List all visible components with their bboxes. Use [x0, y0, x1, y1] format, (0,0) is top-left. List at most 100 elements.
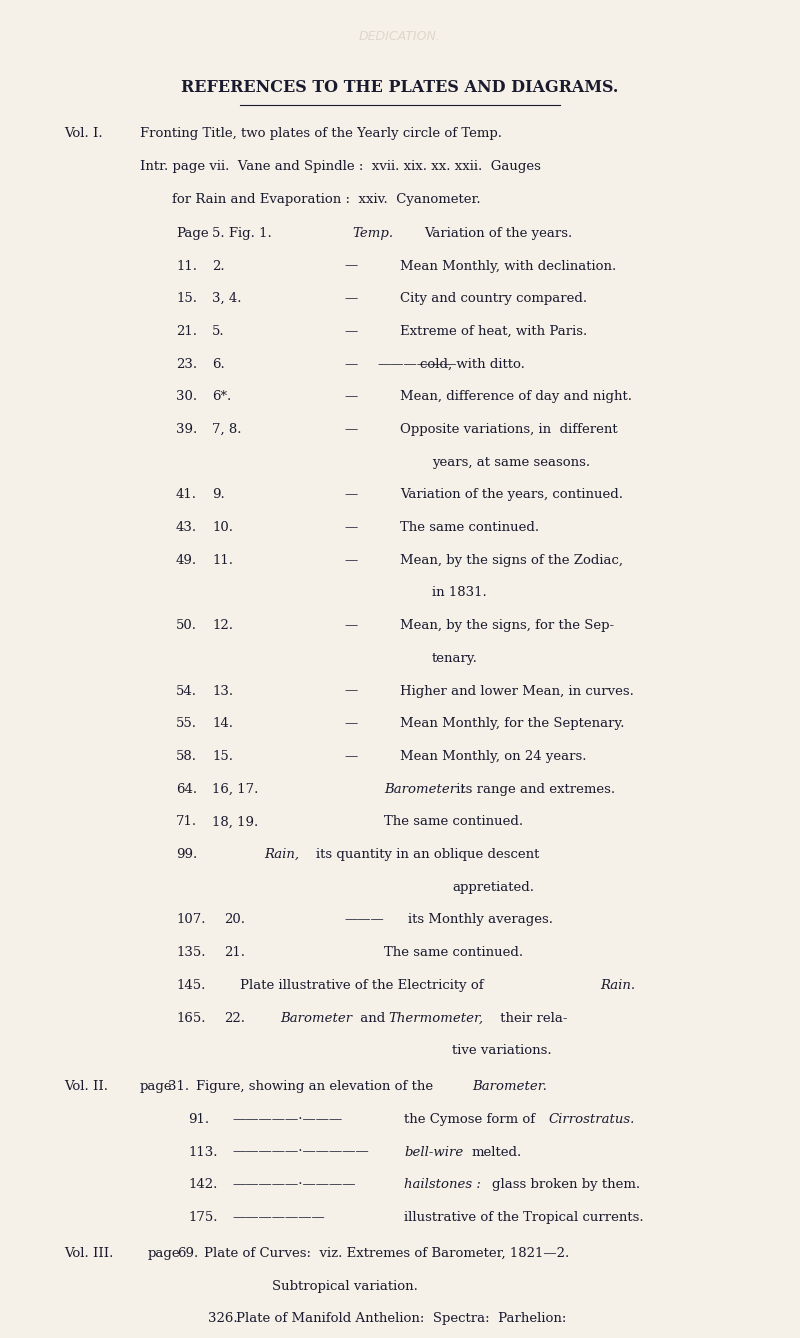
Text: 15.: 15.: [212, 751, 233, 763]
Text: Plate of Manifold Anthelion:  Spectra:  Parhelion:: Plate of Manifold Anthelion: Spectra: Pa…: [236, 1313, 566, 1326]
Text: The same continued.: The same continued.: [400, 520, 539, 534]
Text: cold, with ditto.: cold, with ditto.: [420, 357, 525, 371]
Text: their rela-: their rela-: [496, 1012, 567, 1025]
Text: 22.: 22.: [224, 1012, 245, 1025]
Text: 2.: 2.: [212, 260, 225, 273]
Text: 71.: 71.: [176, 815, 197, 828]
Text: 49.: 49.: [176, 554, 197, 567]
Text: 107.: 107.: [176, 914, 206, 926]
Text: glass broken by them.: glass broken by them.: [492, 1179, 640, 1191]
Text: 31.: 31.: [168, 1080, 189, 1093]
Text: DEDICATION.: DEDICATION.: [359, 31, 441, 43]
Text: 12.: 12.: [212, 619, 233, 632]
Text: Mean, by the signs, for the Sep-: Mean, by the signs, for the Sep-: [400, 619, 614, 632]
Text: —————·————: —————·————: [232, 1179, 355, 1191]
Text: Barometer :: Barometer :: [384, 783, 465, 796]
Text: its Monthly averages.: its Monthly averages.: [408, 914, 553, 926]
Text: bell-wire: bell-wire: [404, 1145, 463, 1159]
Text: 5.: 5.: [212, 325, 225, 339]
Text: Barometer: Barometer: [280, 1012, 352, 1025]
Text: Mean Monthly, with declination.: Mean Monthly, with declination.: [400, 260, 616, 273]
Text: 20.: 20.: [224, 914, 245, 926]
Text: ——————: ——————: [378, 357, 457, 371]
Text: City and country compared.: City and country compared.: [400, 292, 587, 305]
Text: Plate illustrative of the Electricity of: Plate illustrative of the Electricity of: [240, 979, 488, 991]
Text: 175.: 175.: [188, 1211, 218, 1224]
Text: —: —: [344, 619, 358, 632]
Text: 135.: 135.: [176, 946, 206, 959]
Text: 54.: 54.: [176, 685, 197, 697]
Text: 69.: 69.: [178, 1247, 199, 1260]
Text: —: —: [344, 325, 358, 339]
Text: ———: ———: [344, 914, 384, 926]
Text: Extreme of heat, with Paris.: Extreme of heat, with Paris.: [400, 325, 587, 339]
Text: 64.: 64.: [176, 783, 197, 796]
Text: 10.: 10.: [212, 520, 233, 534]
Text: Opposite variations, in  different: Opposite variations, in different: [400, 423, 618, 436]
Text: 30.: 30.: [176, 391, 197, 403]
Text: —————·—————: —————·—————: [232, 1145, 369, 1159]
Text: 21.: 21.: [176, 325, 197, 339]
Text: 9.: 9.: [212, 488, 225, 502]
Text: 165.: 165.: [176, 1012, 206, 1025]
Text: for Rain and Evaporation :  xxiv.  Cyanometer.: for Rain and Evaporation : xxiv. Cyanome…: [172, 193, 481, 206]
Text: Variation of the years, continued.: Variation of the years, continued.: [400, 488, 623, 502]
Text: The same continued.: The same continued.: [384, 815, 523, 828]
Text: Vol. I.: Vol. I.: [64, 127, 102, 140]
Text: Variation of the years.: Variation of the years.: [424, 227, 572, 240]
Text: 18, 19.: 18, 19.: [212, 815, 258, 828]
Text: 91.: 91.: [188, 1113, 209, 1125]
Text: Barometer.: Barometer.: [472, 1080, 547, 1093]
Text: tenary.: tenary.: [432, 652, 478, 665]
Text: years, at same seasons.: years, at same seasons.: [432, 456, 590, 468]
Text: 13.: 13.: [212, 685, 233, 697]
Text: —: —: [344, 520, 358, 534]
Text: 16, 17.: 16, 17.: [212, 783, 258, 796]
Text: Plate of Curves:  viz. Extremes of Barometer, 1821—2.: Plate of Curves: viz. Extremes of Barome…: [204, 1247, 570, 1260]
Text: —: —: [344, 260, 358, 273]
Text: —: —: [344, 391, 358, 403]
Text: —: —: [344, 423, 358, 436]
Text: Mean Monthly, on 24 years.: Mean Monthly, on 24 years.: [400, 751, 586, 763]
Text: 3, 4.: 3, 4.: [212, 292, 242, 305]
Text: Vol. II.: Vol. II.: [64, 1080, 108, 1093]
Text: 23.: 23.: [176, 357, 197, 371]
Text: 99.: 99.: [176, 848, 198, 862]
Text: Temp.: Temp.: [352, 227, 393, 240]
Text: the Cymose form of: the Cymose form of: [404, 1113, 539, 1125]
Text: 14.: 14.: [212, 717, 233, 731]
Text: 11.: 11.: [176, 260, 197, 273]
Text: 7, 8.: 7, 8.: [212, 423, 242, 436]
Text: The same continued.: The same continued.: [384, 946, 523, 959]
Text: 41.: 41.: [176, 488, 197, 502]
Text: Page: Page: [176, 227, 209, 240]
Text: its range and extremes.: its range and extremes.: [452, 783, 615, 796]
Text: Mean, difference of day and night.: Mean, difference of day and night.: [400, 391, 632, 403]
Text: 5. Fig. 1.: 5. Fig. 1.: [212, 227, 272, 240]
Text: 43.: 43.: [176, 520, 197, 534]
Text: Rain,: Rain,: [264, 848, 299, 862]
Text: 39.: 39.: [176, 423, 198, 436]
Text: —: —: [344, 717, 358, 731]
Text: Fronting Title, two plates of the Yearly circle of Temp.: Fronting Title, two plates of the Yearly…: [140, 127, 502, 140]
Text: —: —: [344, 357, 358, 371]
Text: —: —: [344, 554, 358, 567]
Text: page: page: [148, 1247, 181, 1260]
Text: and: and: [356, 1012, 390, 1025]
Text: Subtropical variation.: Subtropical variation.: [272, 1279, 418, 1293]
Text: in 1831.: in 1831.: [432, 586, 486, 599]
Text: 326.: 326.: [208, 1313, 238, 1326]
Text: 15.: 15.: [176, 292, 197, 305]
Text: ———————: ———————: [232, 1211, 325, 1224]
Text: Mean, by the signs of the Zodiac,: Mean, by the signs of the Zodiac,: [400, 554, 623, 567]
Text: 50.: 50.: [176, 619, 197, 632]
Text: REFERENCES TO THE PLATES AND DIAGRAMS.: REFERENCES TO THE PLATES AND DIAGRAMS.: [182, 79, 618, 96]
Text: 142.: 142.: [188, 1179, 218, 1191]
Text: 55.: 55.: [176, 717, 197, 731]
Text: Mean Monthly, for the Septenary.: Mean Monthly, for the Septenary.: [400, 717, 625, 731]
Text: —————·———: —————·———: [232, 1113, 342, 1125]
Text: 113.: 113.: [188, 1145, 218, 1159]
Text: —: —: [344, 488, 358, 502]
Text: page: page: [140, 1080, 173, 1093]
Text: Rain.: Rain.: [600, 979, 635, 991]
